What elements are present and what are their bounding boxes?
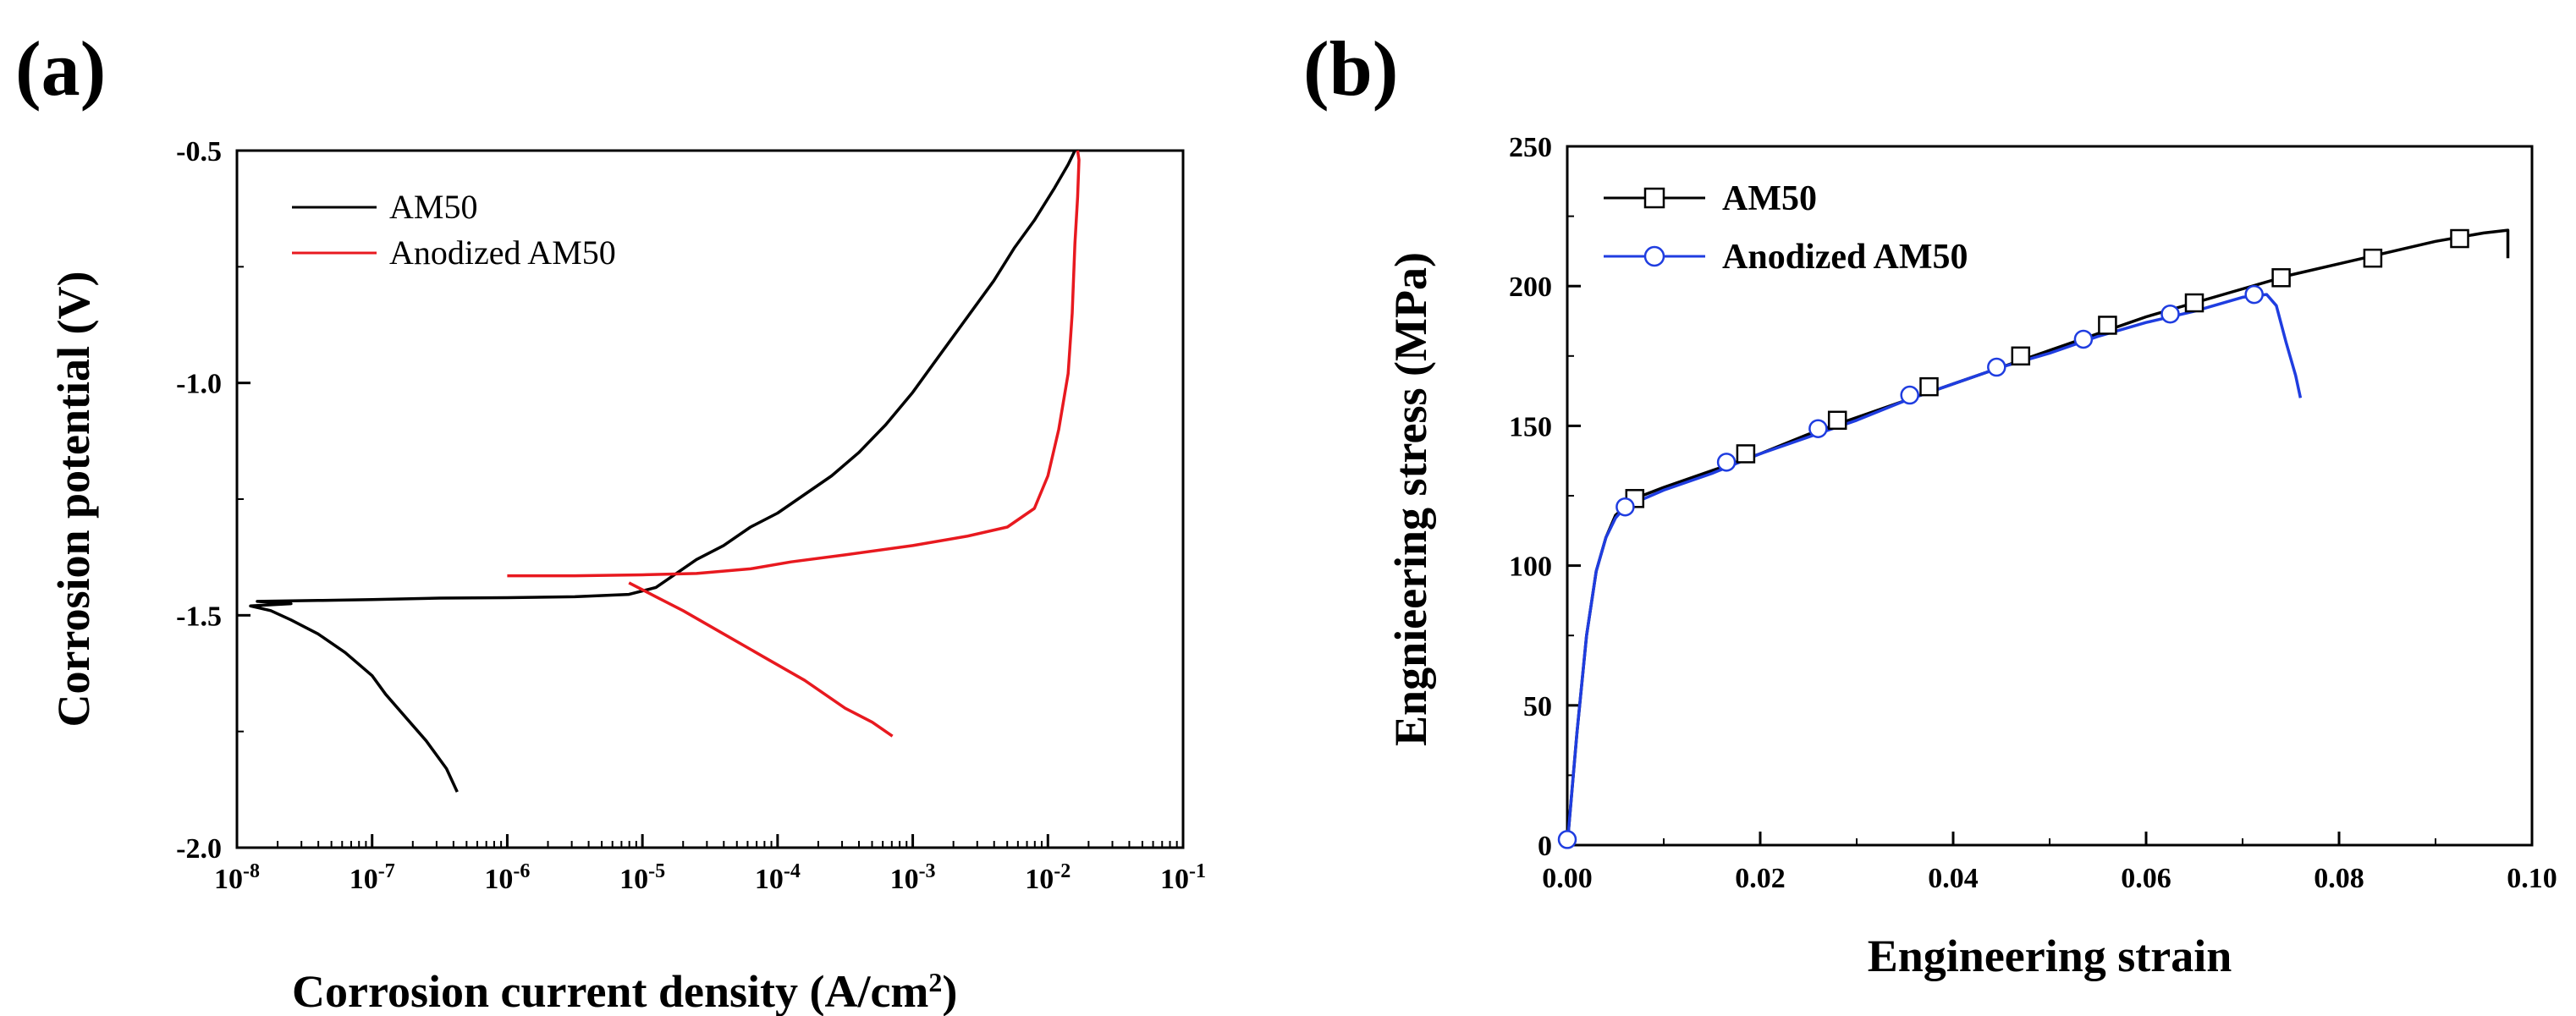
x-tick-label-a-exp: -5 [648, 860, 665, 882]
y-tick-label-b: 150 [1509, 411, 1552, 442]
data-point-b-0 [1919, 376, 1939, 397]
data-point-b-1 [1987, 357, 2006, 377]
y-tick-label-b: 50 [1523, 691, 1552, 722]
data-point-b-0 [2450, 228, 2469, 249]
x-tick-label-b: 0.10 [2507, 863, 2557, 894]
x-tick-label-a-exp: -2 [1054, 860, 1071, 882]
x-tick-label-a-base: 10 [890, 864, 919, 895]
x-tick-label-a-exp: -6 [513, 860, 530, 882]
series-line-a-0 [249, 150, 1076, 793]
x-tick-label-b: 0.08 [2314, 863, 2364, 894]
data-point-b-1 [1616, 497, 1635, 517]
plot-frame-a [235, 149, 1185, 849]
x-tick-label-a: 10-3 [890, 860, 936, 895]
x-tick-label-a-exp: -7 [378, 860, 395, 882]
x-tick-label-a-base: 10 [619, 864, 648, 895]
x-axis-title-b: Engineering strain [1868, 931, 2232, 981]
data-point-b-1 [2160, 304, 2180, 324]
x-tick-label-a: 10-8 [214, 860, 260, 895]
series-line-a-1 [507, 150, 1081, 578]
y-tick-label-b: 0 [1538, 831, 1552, 862]
data-point-b-0 [2363, 248, 2383, 268]
data-point-b-0 [2098, 316, 2117, 335]
chart-b: 0.00 0.02 0.04 0.06 0.08 0.10 0 50 100 150 200 250… [1385, 132, 2557, 981]
legend-marker-am50-b [1643, 187, 1665, 209]
y-axis-title-b: Engnieering stress (MPa) [1385, 252, 1436, 746]
x-tick-label-a: 10-2 [1025, 860, 1071, 895]
panel-label-b: (b) [1303, 25, 1398, 112]
y-tick-label-b: 250 [1509, 132, 1552, 163]
data-point-b-1 [2244, 284, 2264, 305]
panel-label-a: (a) [15, 25, 106, 112]
legend-label-anodized-a: Anodized AM50 [389, 233, 616, 272]
y-tick-label-a: -0.5 [176, 136, 222, 168]
y-axis-title-a: Corrosion potential (V) [48, 272, 99, 728]
legend-label-am50-b: AM50 [1722, 179, 1817, 218]
x-tick-label-a-exp: -1 [1189, 860, 1206, 882]
x-axis-title-a-end: ) [942, 966, 957, 1016]
legend-label-am50-a: AM50 [389, 188, 477, 226]
x-tick-label-a-base: 10 [484, 864, 513, 895]
legend-marker-anodized-b [1643, 245, 1665, 267]
data-point-b-0 [2184, 293, 2204, 313]
x-axis-title-a-sup: 2 [928, 967, 942, 997]
data-point-b-1 [1900, 385, 1919, 405]
chart-a: 10-8 10-7 10-6 10-5 10-4 10-3 10-2 10-1 -2.0-1.… [48, 136, 1206, 1016]
x-tick-label-a-exp: -3 [919, 860, 936, 882]
y-tick-label-a: -1.0 [176, 369, 222, 400]
x-tick-label-a: 10-7 [350, 860, 395, 895]
x-tick-label-a: 10-1 [1160, 860, 1206, 895]
x-tick-label-a: 10-4 [755, 860, 801, 895]
x-tick-label-a-base: 10 [1025, 864, 1054, 895]
data-point-b-1 [1716, 453, 1737, 472]
x-tick-label-a-base: 10 [1160, 864, 1189, 895]
x-tick-label-a-exp: -8 [243, 860, 260, 882]
data-point-b-0 [1736, 444, 1756, 464]
x-tick-label-a: 10-5 [619, 860, 665, 895]
series-line-a-1-cathodic [628, 581, 894, 738]
x-tick-label-b: 0.06 [2121, 863, 2171, 894]
x-tick-label-a-base: 10 [755, 864, 784, 895]
x-tick-label-b: 0.04 [1928, 863, 1979, 894]
x-axis-title-a: Corrosion current density (A/cm2) [292, 966, 957, 1016]
data-point-b-1 [1808, 419, 1828, 438]
data-point-b-0 [1827, 410, 1847, 431]
legend-label-anodized-b: Anodized AM50 [1722, 238, 1968, 277]
data-point-b-1 [2073, 329, 2094, 349]
x-tick-label-a-base: 10 [214, 864, 243, 895]
y-tick-label-a: -2.0 [176, 833, 222, 865]
x-tick-label-b: 0.02 [1735, 863, 1786, 894]
x-tick-label-b: 0.00 [1542, 863, 1593, 894]
series-line-b-1 [1566, 293, 2303, 846]
y-tick-label-a: -1.5 [176, 601, 222, 632]
x-tick-label-a-exp: -4 [784, 860, 801, 882]
x-tick-label-a-base: 10 [350, 864, 378, 895]
data-point-b-0 [2271, 268, 2291, 288]
data-point-b-0 [2011, 346, 2031, 366]
x-tick-label-a: 10-6 [484, 860, 530, 895]
x-axis-title-a-main: Corrosion current density (A/cm [292, 966, 928, 1016]
data-point-b-1 [1557, 830, 1577, 849]
y-tick-label-b: 100 [1509, 552, 1552, 583]
series-line-b-0 [1566, 228, 2510, 846]
y-tick-label-b: 200 [1509, 272, 1552, 303]
